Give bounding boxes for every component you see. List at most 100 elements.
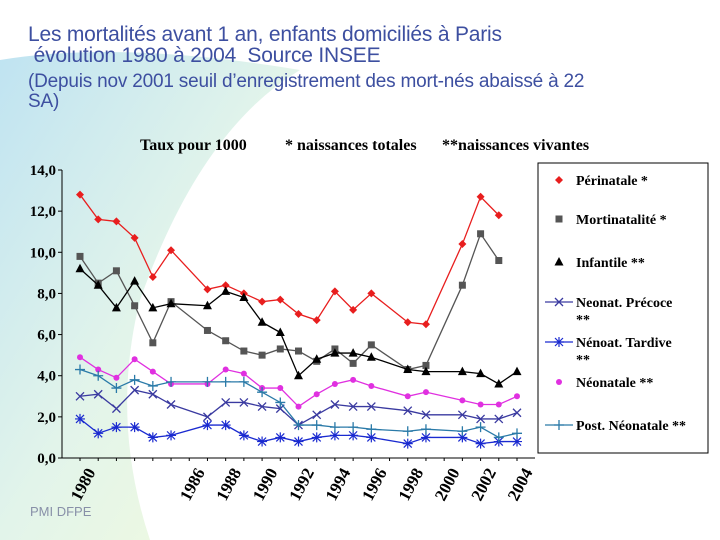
x-tick-label: 1998 [395,465,428,504]
data-point [294,310,303,318]
y-tick-label: 6,0 [37,328,56,344]
data-point [147,381,158,391]
data-point [77,354,83,361]
header-total-births: * naissances totales [285,137,417,154]
legend-marker [556,379,562,385]
legend-marker [554,337,564,347]
legend-label: Mortinatalité * [576,213,667,228]
data-point [512,408,522,418]
data-point [348,430,359,441]
data-point [75,263,85,273]
series-group [77,354,520,410]
data-point [240,347,248,355]
data-point [329,430,340,441]
data-point [202,300,212,310]
data-point [421,366,431,376]
data-point [348,402,358,412]
data-point [476,368,486,378]
data-point [149,339,157,347]
data-point [366,424,377,435]
data-point [275,327,285,337]
data-point [111,422,122,433]
y-tick-label: 10,0 [30,245,56,261]
data-point [148,272,157,281]
legend-label: Nénoat. Tardive ** [576,336,672,368]
data-point [167,246,176,255]
series-line [79,194,500,325]
data-point [403,364,413,374]
data-point [368,383,375,389]
data-point [311,432,322,443]
x-tick-label: 1988 [212,465,245,504]
data-point [93,280,103,289]
series-line [79,368,518,439]
data-point [275,432,286,443]
data-point [258,297,267,306]
data-point [75,391,85,401]
data-point [95,366,102,373]
data-point [349,359,357,367]
data-point [238,376,249,387]
data-point [494,414,504,424]
data-point [349,305,358,314]
data-point [312,410,322,420]
data-point [494,378,504,388]
legend-box [537,162,709,454]
data-point [475,422,486,433]
data-point [312,354,322,363]
legend-label: Périnatale * [576,174,648,189]
legend-marker [555,215,563,223]
data-point [294,370,303,380]
data-point [276,295,285,304]
series-group [75,364,522,443]
data-point [422,389,429,396]
series-group [75,385,522,430]
data-point [512,436,522,447]
series-group [76,190,503,329]
data-point [130,276,140,285]
data-point [366,402,376,412]
data-point [348,348,358,357]
data-point [276,345,284,353]
title-line-4: SA) [28,91,60,112]
data-point [495,401,502,408]
legend-marker [554,257,564,266]
data-point [458,281,466,289]
series-line [79,418,517,445]
data-point [402,438,413,449]
footer-source: PMI DFPE [30,504,92,519]
data-point [202,412,212,422]
data-point [421,320,430,329]
data-point [129,422,140,433]
data-point [93,370,104,381]
data-point [166,376,177,387]
x-tick-label: 1980 [67,465,100,504]
data-point [203,285,212,294]
data-point [367,289,376,298]
header-live-births: **naissances vivantes [442,137,590,154]
series-line [79,356,518,408]
data-point [493,432,504,443]
data-point [420,432,431,443]
data-point [113,374,120,381]
data-point [350,376,357,383]
data-point [131,302,139,310]
data-point [459,397,466,404]
data-point [148,302,158,312]
data-point [94,215,103,224]
data-point [330,348,340,357]
data-point [312,316,321,325]
data-point [166,400,176,409]
data-point [512,366,522,376]
data-point [295,403,302,410]
data-point [404,393,411,400]
legend-label: Post. Néonatale ** [576,419,686,434]
x-tick-label: 1986 [176,465,209,504]
data-point [203,326,211,334]
data-point [220,420,231,431]
data-point [367,341,375,349]
data-point [277,385,284,392]
y-tick-label: 12,0 [30,204,56,220]
data-point [149,368,156,375]
